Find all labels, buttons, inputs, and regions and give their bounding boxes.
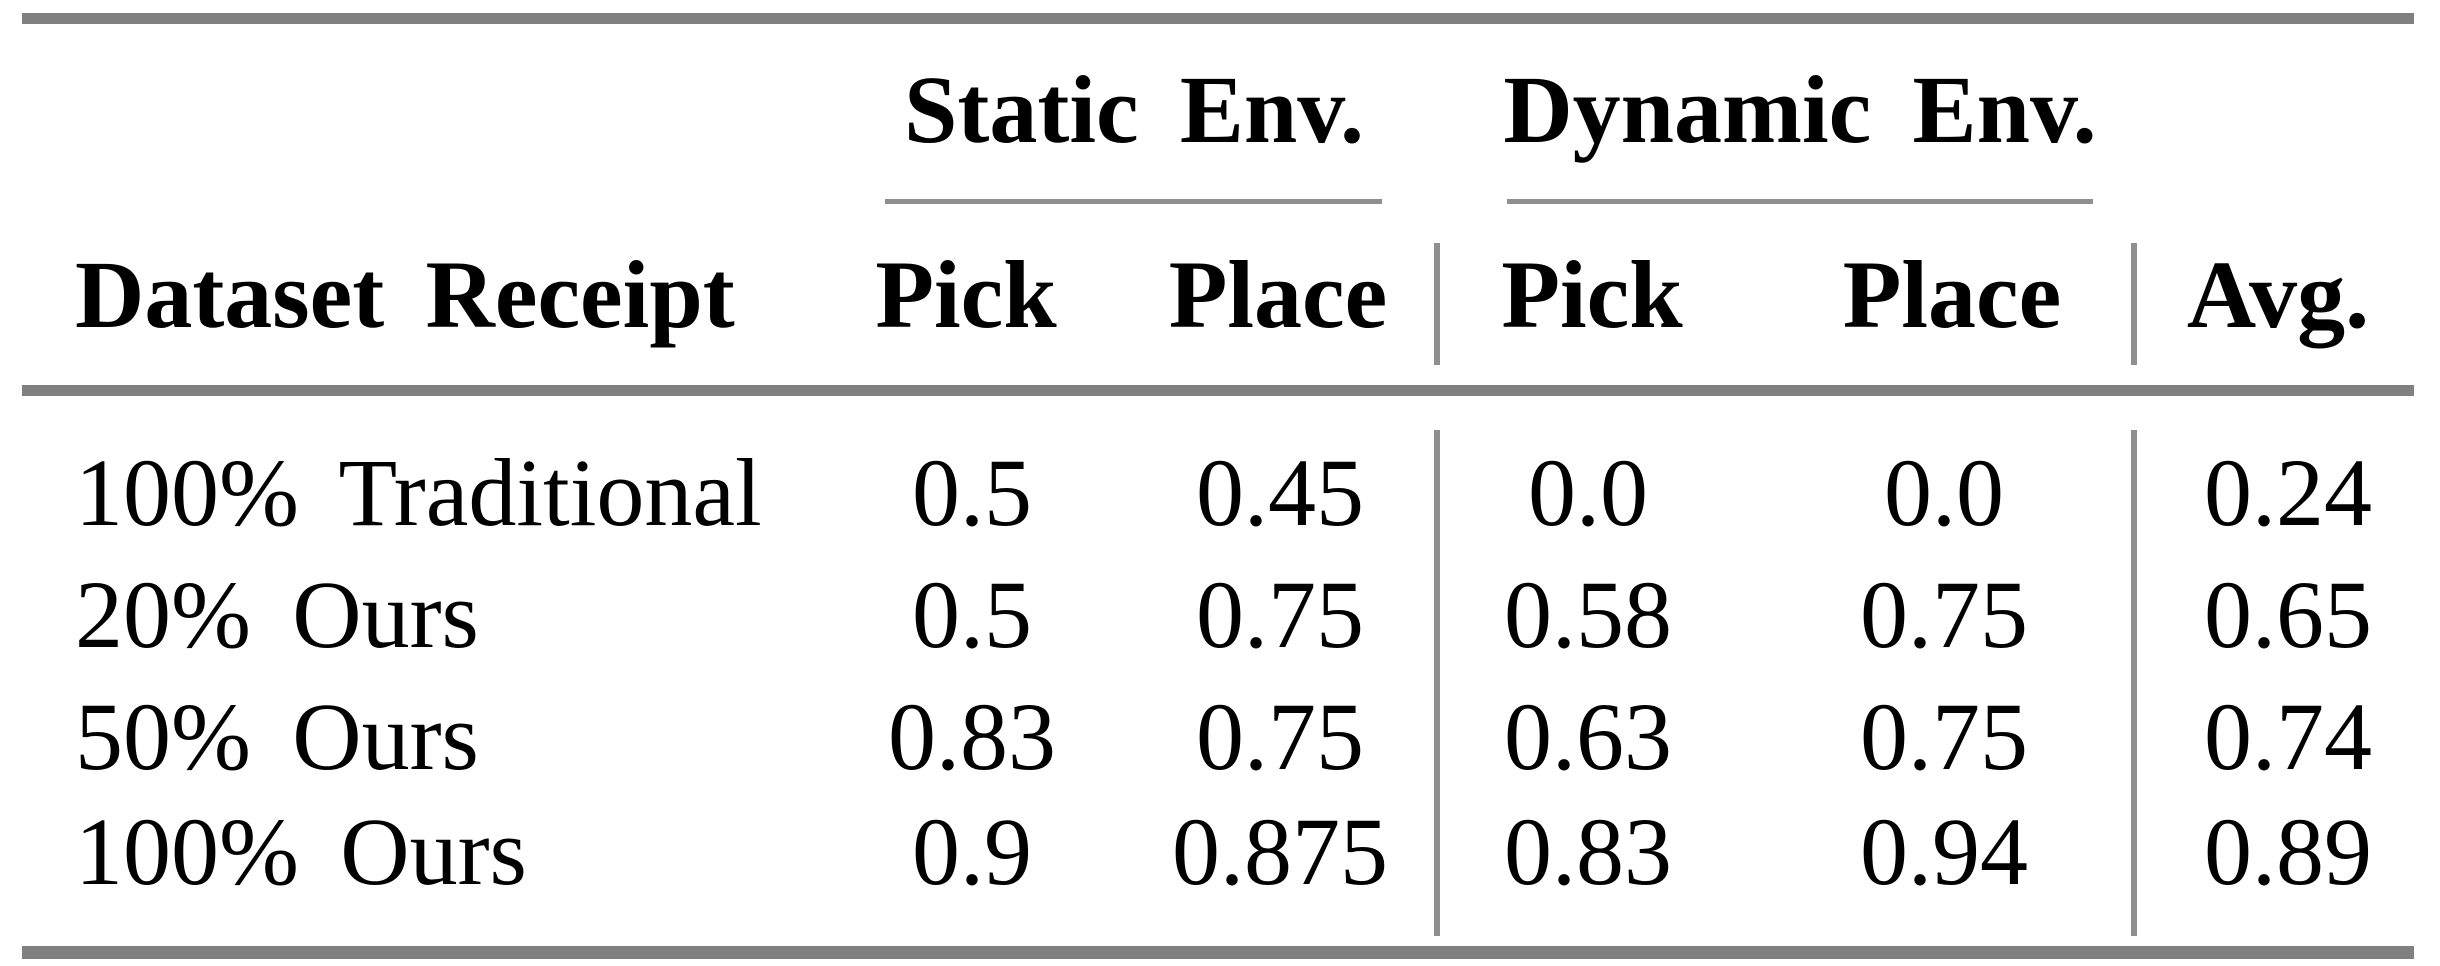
column-header-dynamic-place: Place xyxy=(1842,241,2062,348)
row-label: 100% Ours xyxy=(75,798,527,905)
cell-dynamic-place: 0.75 xyxy=(1860,683,2028,790)
column-header-static-pick: Pick xyxy=(875,241,1057,348)
cell-static-place: 0.75 xyxy=(1196,561,1364,668)
row-label: 20% Ours xyxy=(75,561,479,668)
cell-dynamic-place: 0.0 xyxy=(1884,439,2004,546)
header-rule xyxy=(22,385,2414,396)
cell-avg: 0.65 xyxy=(2204,561,2372,668)
cell-static-pick: 0.5 xyxy=(912,561,1032,668)
column-header-dataset-receipt: Dataset Receipt xyxy=(75,241,735,348)
cell-dynamic-place: 0.94 xyxy=(1860,798,2028,905)
group-header-static-env: Static Env. xyxy=(903,56,1365,163)
row-label: 50% Ours xyxy=(75,683,479,790)
cell-dynamic-pick: 0.83 xyxy=(1504,798,1672,905)
cell-static-pick: 0.83 xyxy=(888,683,1056,790)
cmidrule-static-env xyxy=(885,199,1382,204)
cell-dynamic-pick: 0.0 xyxy=(1528,439,1648,546)
column-header-avg: Avg. xyxy=(2186,241,2370,348)
group-header-dynamic-env: Dynamic Env. xyxy=(1503,56,2097,163)
header-vertical-separator-1 xyxy=(1434,243,1440,365)
column-header-static-place: Place xyxy=(1168,241,1388,348)
cell-dynamic-pick: 0.58 xyxy=(1504,561,1672,668)
cell-dynamic-pick: 0.63 xyxy=(1504,683,1672,790)
cell-static-pick: 0.5 xyxy=(912,439,1032,546)
header-vertical-separator-2 xyxy=(2131,243,2137,365)
cell-static-place: 0.75 xyxy=(1196,683,1364,790)
cell-static-pick: 0.9 xyxy=(912,798,1032,905)
cmidrule-dynamic-env xyxy=(1507,199,2093,204)
body-vertical-separator-2 xyxy=(2131,430,2137,936)
cell-dynamic-place: 0.75 xyxy=(1860,561,2028,668)
column-header-dynamic-pick: Pick xyxy=(1501,241,1683,348)
cell-avg: 0.89 xyxy=(2204,798,2372,905)
body-vertical-separator-1 xyxy=(1434,430,1440,936)
cell-static-place: 0.875 xyxy=(1172,798,1388,905)
cell-avg: 0.24 xyxy=(2204,439,2372,546)
row-label: 100% Traditional xyxy=(75,439,762,546)
top-rule xyxy=(22,13,2414,24)
cell-avg: 0.74 xyxy=(2204,683,2372,790)
cell-static-place: 0.45 xyxy=(1196,439,1364,546)
bottom-rule xyxy=(22,946,2414,959)
